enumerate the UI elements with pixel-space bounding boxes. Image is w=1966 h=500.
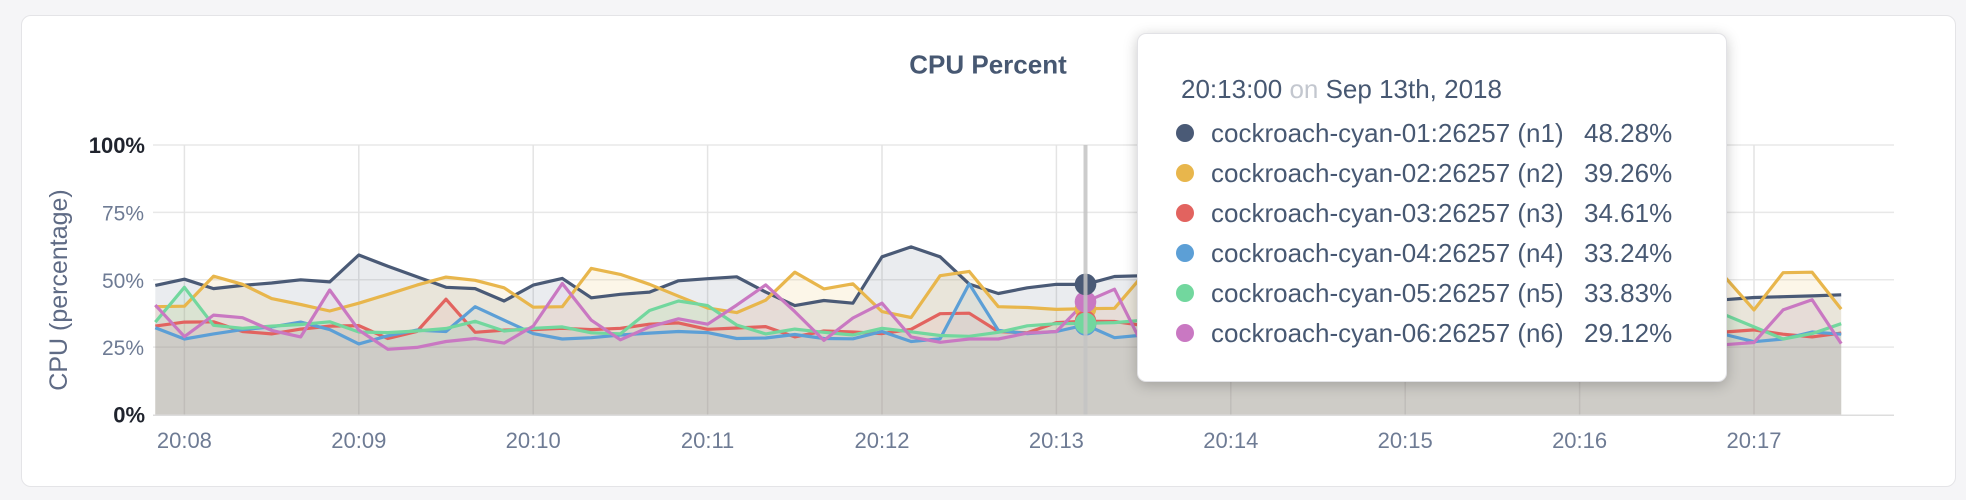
- svg-text:20:11: 20:11: [681, 428, 734, 453]
- svg-text:20:10: 20:10: [506, 428, 561, 453]
- svg-text:CPU Percent: CPU Percent: [909, 50, 1067, 80]
- svg-text:20:16: 20:16: [1552, 428, 1607, 453]
- svg-text:0%: 0%: [113, 403, 145, 428]
- svg-text:CPU (percentage): CPU (percentage): [45, 189, 73, 390]
- svg-text:50%: 50%: [102, 270, 144, 293]
- svg-text:20:09: 20:09: [331, 428, 386, 453]
- svg-text:100%: 100%: [89, 133, 145, 158]
- svg-text:25%: 25%: [102, 337, 144, 360]
- svg-text:20:14: 20:14: [1203, 428, 1258, 453]
- svg-text:20:15: 20:15: [1378, 428, 1433, 453]
- svg-text:20:12: 20:12: [854, 428, 909, 453]
- svg-text:20:08: 20:08: [157, 428, 212, 453]
- svg-text:20:13: 20:13: [1029, 428, 1084, 453]
- svg-text:20:17: 20:17: [1726, 428, 1781, 453]
- svg-text:75%: 75%: [102, 202, 144, 225]
